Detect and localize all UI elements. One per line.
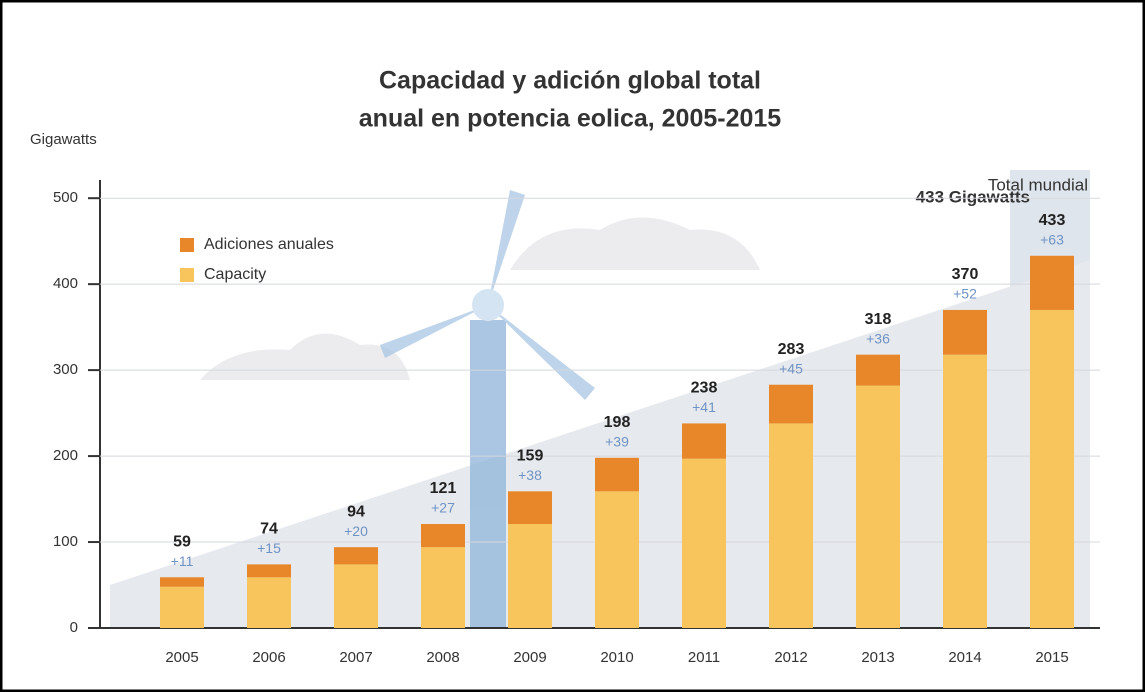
bar-segment (160, 577, 204, 587)
total-label: 198 (604, 414, 631, 431)
x-tick-label: 2010 (600, 649, 633, 666)
addition-label: +38 (518, 467, 542, 483)
x-tick-label: 2015 (1035, 649, 1068, 666)
bar-segment (334, 547, 378, 565)
total-label: 59 (173, 534, 191, 551)
addition-label: +63 (1040, 231, 1064, 247)
bar-segment (943, 309, 987, 355)
bar-segment (334, 564, 378, 628)
wind-turbine (380, 190, 595, 628)
chart-title: Capacidad y adición global total (379, 67, 761, 95)
bar-segment (595, 491, 639, 628)
total-label: 74 (260, 521, 278, 538)
x-tick-label: 2009 (513, 649, 546, 666)
total-label: 283 (778, 341, 805, 358)
bar-segment (769, 423, 813, 628)
total-label: 238 (691, 380, 718, 397)
bar-segment (1030, 255, 1074, 310)
x-tick-label: 2013 (861, 649, 894, 666)
legend-label: Adiciones anuales (204, 236, 334, 253)
y-tick-label: 200 (53, 447, 78, 464)
addition-label: +11 (171, 553, 194, 569)
bar-segment (682, 458, 726, 628)
legend-box (165, 222, 375, 306)
bar-segment (421, 523, 465, 548)
x-tick-label: 2007 (339, 649, 372, 666)
bar-segment (247, 564, 291, 578)
legend-swatch (180, 238, 194, 252)
y-tick-label: 300 (53, 361, 78, 378)
annotation: Total mundial (988, 175, 1088, 194)
bar-segment (943, 354, 987, 628)
x-tick-label: 2014 (948, 649, 981, 666)
x-tick-label: 2005 (165, 649, 198, 666)
x-tick-label: 2008 (426, 649, 459, 666)
bar-segment (856, 385, 900, 628)
bar-segment (769, 384, 813, 424)
total-label: 94 (347, 503, 365, 520)
bar-segment (856, 354, 900, 386)
bar-segment (247, 577, 291, 628)
addition-label: +36 (866, 330, 890, 346)
bar-segment (682, 423, 726, 459)
x-tick-label: 2006 (252, 649, 285, 666)
annotation: 433 Gigawatts (916, 187, 1030, 206)
bar-segment (160, 586, 204, 628)
y-tick-label: 0 (70, 619, 78, 636)
bar-segment (595, 457, 639, 492)
y-axis-label: Gigawatts (30, 131, 97, 148)
bar-segment (508, 491, 552, 524)
addition-label: +39 (605, 433, 629, 449)
chart-title: anual en potencia eolica, 2005-2015 (359, 105, 782, 133)
total-label: 121 (430, 480, 457, 497)
cloud (200, 333, 410, 380)
background-area (110, 260, 1090, 628)
total-label: 159 (517, 448, 544, 465)
x-tick-label: 2012 (774, 649, 807, 666)
bar-segment (508, 523, 552, 628)
cloud (510, 217, 760, 270)
total-label: 370 (952, 266, 979, 283)
addition-label: +52 (953, 286, 977, 302)
bar-segment (421, 547, 465, 628)
addition-label: +20 (344, 523, 368, 539)
total-label: 433 (1039, 212, 1066, 229)
addition-label: +41 (692, 399, 716, 415)
addition-label: +15 (257, 540, 281, 556)
bar-segment (1030, 309, 1074, 628)
legend-label: Capacity (204, 266, 266, 283)
legend-swatch (180, 268, 194, 282)
addition-label: +27 (431, 500, 455, 516)
x-tick-label: 2011 (688, 649, 720, 666)
total-label: 318 (865, 311, 892, 328)
addition-label: +45 (779, 360, 803, 376)
y-tick-label: 400 (53, 275, 78, 292)
y-tick-label: 100 (53, 533, 78, 550)
y-tick-label: 500 (53, 189, 78, 206)
